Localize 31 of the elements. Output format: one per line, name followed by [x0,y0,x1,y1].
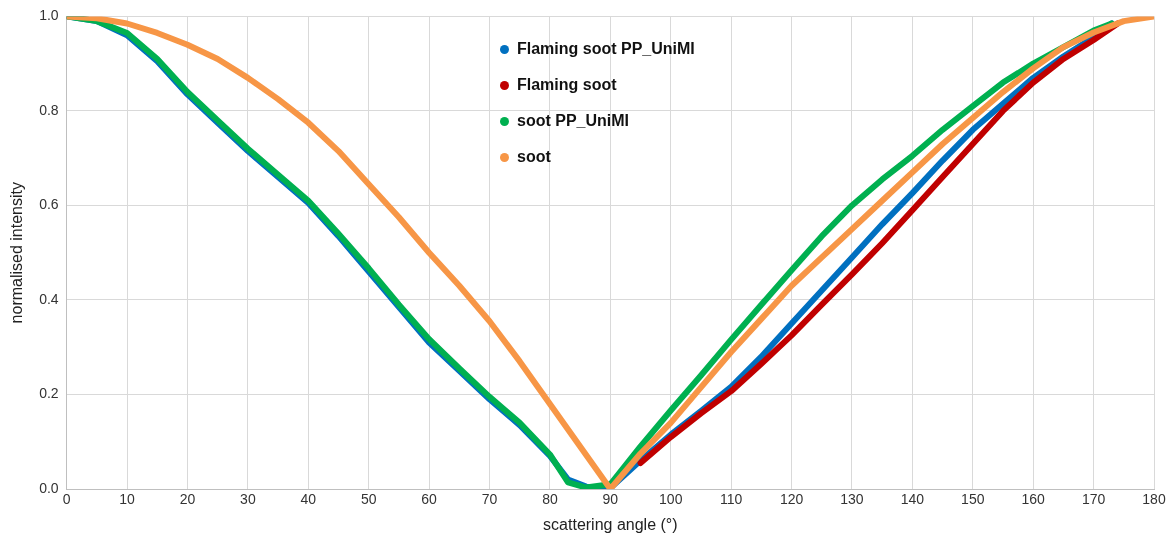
x-tick-label: 150 [961,491,985,508]
x-tick-label: 100 [659,491,683,508]
x-axis-title: scattering angle (°) [543,515,678,533]
x-tick-label: 130 [840,491,864,508]
y-tick-label: 0.4 [39,290,59,307]
legend-label: Flaming soot PP_UniMI [517,40,695,58]
x-tick-label: 50 [360,491,377,508]
x-tick-label: 70 [481,491,498,508]
y-tick-label: 0.0 [39,479,59,496]
x-tick-label: 160 [1021,491,1046,508]
legend-label: soot PP_UniMI [517,112,630,130]
x-tick-label: 20 [179,491,196,508]
y-axis-title: normalised intensity [8,182,26,324]
x-tick-label: 80 [542,491,558,508]
x-tick-label: 120 [779,491,804,508]
legend-label: Flaming soot [517,76,617,94]
y-tick-label: 1.0 [39,7,59,24]
x-tick-label: 30 [240,491,256,508]
x-tick-label: 180 [1142,491,1166,508]
x-tick-label: 140 [900,491,925,508]
legend-label: soot [517,148,551,166]
x-tick-label: 0 [62,491,71,508]
x-tick-label: 40 [300,491,317,508]
x-tick-label: 10 [119,491,136,508]
y-tick-label: 0.2 [39,385,59,402]
x-tick-label: 90 [602,491,619,508]
x-tick-label: 60 [421,491,438,508]
x-tick-label: 170 [1081,491,1106,508]
y-tick-label: 0.8 [39,101,59,118]
x-tick-label: 110 [719,491,743,508]
y-tick-label: 0.6 [39,196,59,213]
